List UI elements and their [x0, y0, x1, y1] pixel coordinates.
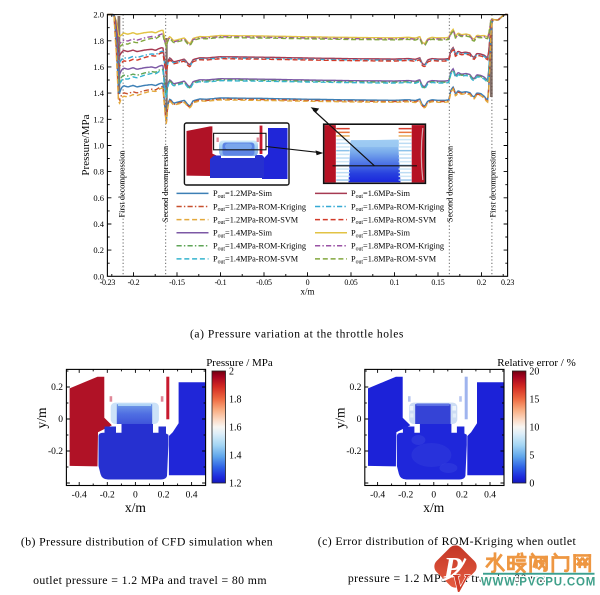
svg-text:-0.4: -0.4: [72, 491, 87, 501]
svg-text:-0.4: -0.4: [370, 491, 385, 501]
svg-text:1.2: 1.2: [229, 479, 242, 490]
svg-text:Pressure/MPa: Pressure/MPa: [80, 114, 92, 175]
svg-text:0.8: 0.8: [93, 167, 104, 177]
svg-text:Pout=1.6MPa-Sim: Pout=1.6MPa-Sim: [351, 189, 410, 200]
svg-text:0: 0: [357, 415, 362, 425]
svg-text:Pout=1.8MPa-ROM-SVM: Pout=1.8MPa-ROM-SVM: [351, 255, 437, 266]
svg-text:0.05: 0.05: [344, 278, 357, 287]
svg-text:Pout=1.6MPa-ROM-Kriging: Pout=1.6MPa-ROM-Kriging: [351, 202, 444, 213]
svg-text:V: V: [452, 571, 471, 595]
svg-text:Pout=1.4MPa-Sim: Pout=1.4MPa-Sim: [213, 229, 272, 240]
svg-text:0.0: 0.0: [93, 271, 104, 281]
svg-text:Pressure / MPa: Pressure / MPa: [206, 357, 273, 369]
svg-text:0: 0: [58, 415, 63, 425]
svg-text:0: 0: [529, 479, 534, 490]
svg-text:1.0: 1.0: [93, 140, 104, 150]
svg-text:1.8: 1.8: [229, 395, 242, 406]
svg-text:(c) Error distribution of ROM-: (c) Error distribution of ROM-Kriging wh…: [318, 534, 577, 548]
svg-text:Pout=1.8MPa-Sim: Pout=1.8MPa-Sim: [351, 229, 410, 240]
svg-text:Pout=1.8MPa-ROM-Kriging: Pout=1.8MPa-ROM-Kriging: [351, 242, 444, 253]
svg-text:x/m: x/m: [300, 287, 314, 297]
svg-text:0.2: 0.2: [477, 278, 487, 287]
svg-text:0.4: 0.4: [186, 491, 198, 501]
svg-text:First decompression: First decompression: [489, 150, 498, 218]
svg-text:x/m: x/m: [423, 500, 445, 515]
svg-text:WWW.PVCPU.COM: WWW.PVCPU.COM: [481, 577, 596, 589]
svg-text:-0.2: -0.2: [128, 278, 140, 287]
svg-text:0.23: 0.23: [501, 278, 514, 287]
svg-text:Pout=1.2MPa-ROM-SVM: Pout=1.2MPa-ROM-SVM: [213, 215, 299, 226]
svg-text:1.8: 1.8: [93, 36, 104, 46]
svg-text:0: 0: [431, 491, 436, 501]
svg-text:y/m: y/m: [332, 407, 347, 429]
svg-text:P: P: [443, 552, 463, 585]
svg-text:First decompression: First decompression: [118, 150, 127, 218]
svg-text:Pout=1.6MPa-ROM-SVM: Pout=1.6MPa-ROM-SVM: [351, 215, 437, 226]
svg-text:1.6: 1.6: [93, 62, 104, 72]
svg-text:Second decompression: Second decompression: [446, 145, 455, 222]
svg-text:(a) Pressure variation at the: (a) Pressure variation at the throttle h…: [190, 329, 404, 341]
svg-text:Second decompression: Second decompression: [161, 145, 170, 222]
svg-text:-0.23: -0.23: [100, 278, 116, 287]
svg-text:Relative error / %: Relative error / %: [497, 357, 576, 369]
svg-text:-0.05: -0.05: [256, 278, 272, 287]
svg-text:2.0: 2.0: [93, 10, 104, 20]
svg-text:1.4: 1.4: [93, 88, 104, 98]
svg-text:1.4: 1.4: [229, 451, 242, 462]
svg-text:x/m: x/m: [125, 500, 147, 515]
svg-text:0: 0: [306, 278, 310, 287]
svg-text:0.4: 0.4: [484, 491, 496, 501]
svg-text:-0.2: -0.2: [398, 491, 413, 501]
svg-text:(b) Pressure distribution of C: (b) Pressure distribution of CFD simulat…: [21, 535, 273, 549]
svg-text:2: 2: [229, 367, 234, 378]
svg-text:0.2: 0.2: [158, 491, 170, 501]
svg-text:-0.2: -0.2: [346, 447, 361, 457]
svg-text:Pout=1.2MPa-Sim: Pout=1.2MPa-Sim: [213, 189, 272, 200]
svg-text:Pout=1.4MPa-ROM-SVM: Pout=1.4MPa-ROM-SVM: [213, 255, 299, 266]
svg-text:0.1: 0.1: [390, 278, 400, 287]
svg-text:1.6: 1.6: [229, 423, 242, 434]
svg-text:0.4: 0.4: [93, 219, 104, 229]
svg-text:0.2: 0.2: [93, 245, 104, 255]
svg-text:0.15: 0.15: [431, 278, 444, 287]
svg-text:Pout=1.4MPa-ROM-Kriging: Pout=1.4MPa-ROM-Kriging: [213, 242, 306, 253]
svg-text:-0.15: -0.15: [169, 278, 185, 287]
svg-text:-0.2: -0.2: [48, 447, 63, 457]
svg-text:0.2: 0.2: [51, 383, 63, 393]
svg-text:0.6: 0.6: [93, 193, 104, 203]
svg-text:0.2: 0.2: [456, 491, 468, 501]
svg-text:Pout=1.2MPa-ROM-Kriging: Pout=1.2MPa-ROM-Kriging: [213, 202, 306, 213]
svg-text:1.2: 1.2: [93, 114, 104, 124]
svg-text:-0.2: -0.2: [100, 491, 115, 501]
svg-text:5: 5: [529, 451, 534, 462]
svg-text:outlet pressure = 1.2 MPa and: outlet pressure = 1.2 MPa and travel = 8…: [33, 573, 267, 587]
svg-text:y/m: y/m: [34, 407, 49, 429]
svg-text:10: 10: [529, 423, 539, 434]
svg-text:-0.1: -0.1: [215, 278, 227, 287]
svg-text:15: 15: [529, 395, 539, 406]
svg-text:0: 0: [133, 491, 138, 501]
svg-text:0.2: 0.2: [350, 383, 362, 393]
svg-text:20: 20: [529, 367, 539, 378]
